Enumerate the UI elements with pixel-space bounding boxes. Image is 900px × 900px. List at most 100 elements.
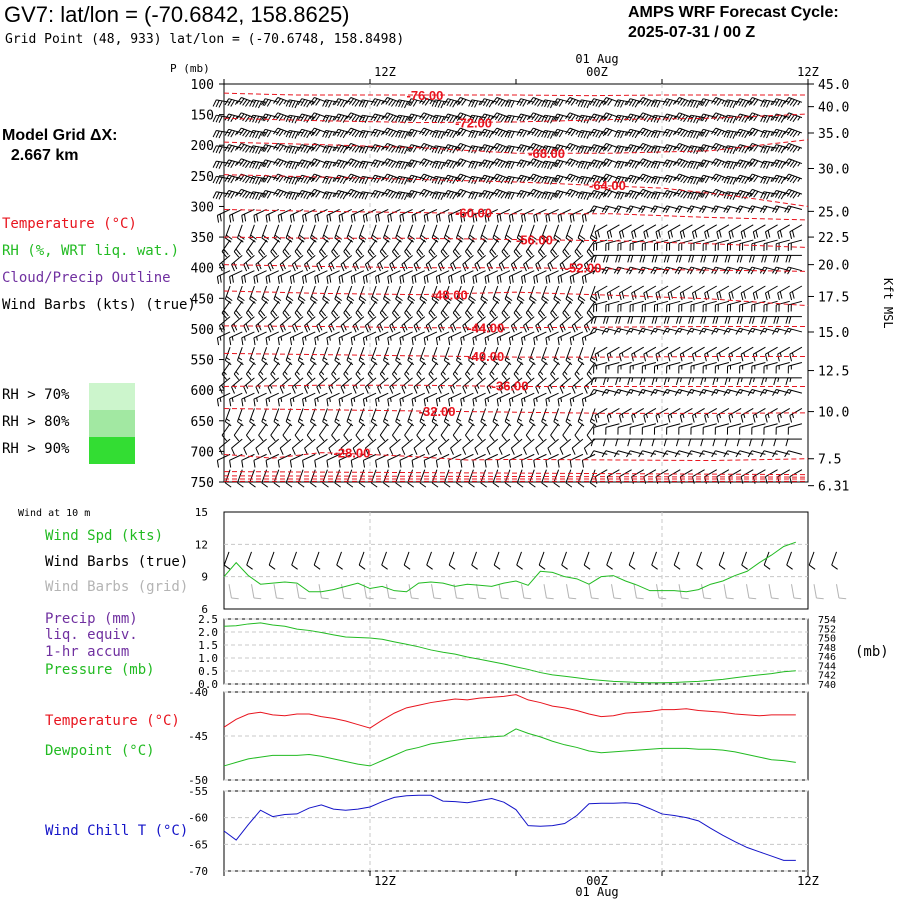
wind-barb-flag — [414, 275, 417, 283]
wind-barb-flag — [699, 113, 704, 121]
wind-barb-flag — [747, 158, 753, 165]
wind-barb-flag — [534, 145, 540, 152]
wind-barb-flag — [576, 310, 582, 317]
wind-barb — [631, 346, 645, 355]
wind-barb-flag — [407, 98, 412, 106]
wind-barb — [763, 114, 778, 119]
wind-barb-flag — [245, 323, 250, 331]
wind-barb-flag — [258, 373, 264, 380]
wind-barb — [489, 239, 499, 252]
wind-barb-flag — [750, 206, 756, 214]
wind-barb-flag — [604, 98, 610, 105]
wind-barb-flag — [279, 447, 284, 455]
wind-barb-flag — [785, 377, 789, 385]
wind-barb-flag — [481, 234, 489, 240]
wind-barb-flag — [688, 316, 692, 324]
wind-barb-flag — [748, 101, 752, 106]
wind-barb-flag — [472, 398, 475, 407]
wind-barb — [261, 285, 268, 300]
wind-barb-flag — [361, 130, 366, 138]
wind-barb-flag — [721, 130, 725, 135]
wind-barb-flag — [358, 359, 366, 366]
wind-barb-flag — [297, 113, 303, 121]
wind-barb-flag — [607, 99, 613, 106]
wind-barb-flag — [716, 175, 722, 183]
wind-barb — [739, 327, 754, 333]
wind-barb-flag — [516, 174, 522, 182]
wind-barb-flag — [544, 161, 549, 169]
wind-barb — [619, 285, 632, 294]
wind-barb-true-flag — [628, 564, 636, 570]
wind-barb-flag — [283, 115, 287, 120]
wind-barb — [654, 99, 669, 103]
wind-barb-flag — [334, 113, 339, 121]
wind-barb-flag — [478, 177, 482, 182]
wind-barb-flag — [718, 230, 722, 238]
wind-barb-flag — [763, 130, 768, 138]
wind-barb — [537, 239, 547, 252]
wind-barb-flag — [258, 131, 263, 139]
wind-barb-flag — [784, 189, 790, 196]
wind-barb-flag — [401, 146, 406, 154]
wind-barb — [504, 347, 511, 361]
wind-barb-flag — [533, 398, 536, 407]
isotherm — [223, 290, 809, 307]
wind-barb-flag — [774, 129, 780, 137]
wind-barb — [255, 438, 267, 449]
wind-barb-flag — [646, 146, 652, 153]
wind-barb-flag — [711, 173, 717, 181]
wind-barb-flag — [626, 389, 631, 397]
wind-barb-flag — [620, 146, 625, 154]
wind-barb-flag — [370, 144, 376, 152]
wind-barb — [379, 301, 389, 314]
wind-barb-flag — [504, 421, 512, 427]
wind-barb — [703, 113, 717, 119]
wind-barb-flag — [577, 298, 585, 304]
wind-barb-flag — [332, 162, 336, 167]
wind-barb-flag — [382, 173, 388, 181]
wind-barb-flag — [440, 101, 445, 109]
wind-barb — [340, 438, 353, 449]
wind-barb-flag — [686, 205, 692, 213]
wind-barb-flag — [740, 328, 744, 333]
wind-barb-flag — [223, 248, 229, 256]
wind-barb-flag — [522, 161, 527, 168]
wind-barb-flag — [558, 176, 564, 184]
wind-barb-flag — [624, 177, 628, 182]
legend-temperature: Temperature (°C) — [2, 216, 137, 232]
wind-barb — [789, 408, 803, 416]
wind-barb — [231, 438, 243, 449]
wind-barb-flag — [626, 450, 631, 458]
wind-barb-flag — [421, 174, 427, 182]
wind-barb-flag — [547, 386, 552, 394]
wind-barb-true-flag — [763, 564, 771, 570]
wind-barb-flag — [472, 276, 475, 284]
wind-barb-flag — [752, 328, 756, 333]
wind-barb-flag — [423, 215, 426, 223]
wind-barb — [550, 362, 559, 375]
wind-barb-flag — [225, 359, 232, 366]
wind-barb — [520, 113, 535, 119]
wind-barb-flag — [291, 386, 296, 394]
wind-barb-true-flag — [381, 564, 388, 570]
wind-barb-flag — [716, 191, 722, 198]
wind-barb — [492, 285, 499, 300]
wind-barb — [776, 300, 790, 306]
wind-barb-flag — [413, 386, 418, 394]
wind-barb-flag — [230, 191, 235, 199]
wind-barb — [617, 389, 632, 394]
wind-barb-flag — [643, 354, 647, 362]
wind-barb-flag — [776, 316, 780, 324]
wind-barb-flag — [518, 418, 523, 422]
wind-barb-flag — [364, 264, 369, 272]
wind-barb-flag — [680, 145, 686, 152]
wind-barb-flag — [399, 398, 402, 407]
wind-barb-flag — [569, 215, 572, 223]
wind-barb-flag — [471, 176, 476, 184]
wind-barb — [462, 438, 474, 449]
wind-barb-flag — [285, 160, 290, 168]
wind-barb — [431, 347, 438, 361]
wind-barb-flag — [242, 175, 248, 183]
wind-barb — [334, 224, 341, 239]
